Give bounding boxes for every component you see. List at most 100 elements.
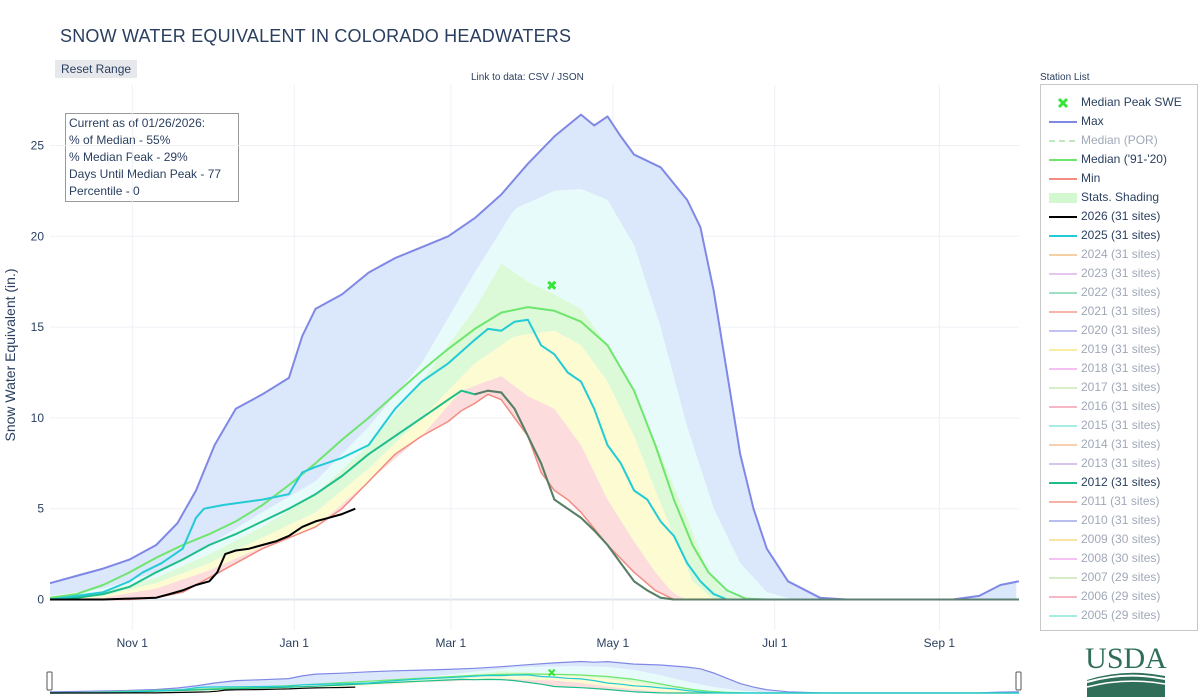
legend-label: 2018 (31 sites) (1081, 361, 1161, 375)
y-tick-label: 0 (37, 593, 44, 607)
legend-label: 2026 (31 sites) (1081, 209, 1161, 223)
usda-logo-text: USDA (1085, 642, 1167, 675)
legend-label: 2009 (30 sites) (1081, 532, 1161, 546)
reset-range-button[interactable]: Reset Range (55, 60, 138, 78)
legend-symbol-icon (1057, 97, 1069, 109)
legend-symbol-icon (1049, 140, 1077, 142)
legend-label: Median ('91-'20) (1081, 152, 1167, 166)
current-info-box: Current as of 01/26/2026: % of Median - … (65, 113, 239, 202)
chart-axes: 0 5 10 15 20 25 Nov 1 Jan 1 Mar 1 May 1 Jul 1 Sep 1 (31, 139, 956, 651)
legend-item[interactable]: 2017 (31 sites) (1041, 378, 1197, 397)
series-2012-melt-overlay (474, 389, 1019, 601)
legend-label: 2006 (29 sites) (1081, 589, 1161, 603)
legend-symbol-icon (1049, 615, 1077, 617)
range-slider-line (49, 660, 1020, 694)
legend-item[interactable]: Max (1041, 112, 1197, 131)
legend-label: 2017 (31 sites) (1081, 380, 1161, 394)
legend-item[interactable]: 2010 (31 sites) (1041, 511, 1197, 530)
series-min (50, 393, 1019, 601)
legend-label: 2019 (31 sites) (1081, 342, 1161, 356)
x-tick-label: Nov 1 (117, 636, 149, 650)
series-max (49, 113, 1020, 601)
legend-symbol-icon (1049, 539, 1077, 541)
y-tick-label: 5 (37, 502, 44, 516)
legend-symbol-icon (1049, 463, 1077, 465)
legend-symbol-icon (1049, 444, 1077, 446)
legend-item[interactable]: 2025 (31 sites) (1041, 226, 1197, 245)
legend-symbol-icon (1049, 235, 1077, 237)
legend-item[interactable]: 2013 (31 sites) (1041, 454, 1197, 473)
legend-symbol-icon (1049, 425, 1077, 427)
range-slider-line (49, 678, 1019, 694)
legend-item[interactable]: 2024 (31 sites) (1041, 245, 1197, 264)
legend-item[interactable]: 2023 (31 sites) (1041, 264, 1197, 283)
legend-symbol-icon (1049, 520, 1077, 522)
legend-item[interactable]: 2015 (31 sites) (1041, 416, 1197, 435)
legend-item[interactable]: 2006 (29 sites) (1041, 587, 1197, 606)
legend-symbol-icon (1049, 254, 1077, 256)
legend-symbol-icon (1049, 330, 1077, 332)
band-max-p90 (50, 114, 1017, 600)
legend-item[interactable]: 2014 (31 sites) (1041, 435, 1197, 454)
legend-symbol-icon (1049, 349, 1077, 351)
x-tick-label: Jul 1 (762, 636, 788, 650)
link-to-data[interactable]: Link to data: CSV / JSON (471, 72, 584, 83)
legend-item[interactable]: 2026 (31 sites) (1041, 207, 1197, 226)
info-current-as-of: Current as of 01/26/2026: (69, 116, 206, 130)
legend-item[interactable]: Median ('91-'20) (1041, 150, 1197, 169)
legend-label: 2021 (31 sites) (1081, 304, 1161, 318)
y-tick-label: 15 (31, 320, 45, 334)
info-percentile: Percentile - 0 (69, 184, 140, 198)
legend-symbol-icon (1049, 368, 1077, 370)
y-tick-label: 25 (31, 139, 45, 153)
legend-item[interactable]: 2022 (31 sites) (1041, 283, 1197, 302)
band-p90-p70 (50, 189, 1017, 600)
legend-symbol-icon (1049, 311, 1077, 313)
legend-label: 2011 (31 sites) (1081, 494, 1160, 508)
info-days-until-peak: Days Until Median Peak - 77 (69, 167, 222, 181)
info-percent-median-peak: % Median Peak - 29% (69, 150, 188, 164)
series-2025-31-sites (49, 318, 1019, 601)
range-slider[interactable] (46, 660, 1022, 694)
range-slider-band (50, 678, 1017, 693)
band-p70-p50 (50, 263, 1017, 600)
legend-item[interactable]: 2011 (31 sites) (1041, 492, 1197, 511)
legend-symbol-icon (1049, 482, 1077, 484)
legend-item[interactable]: 2021 (31 sites) (1041, 302, 1197, 321)
legend-item[interactable]: 2018 (31 sites) (1041, 359, 1197, 378)
legend-item[interactable]: Min (1041, 169, 1197, 188)
legend-item[interactable]: 2019 (31 sites) (1041, 340, 1197, 359)
legend-symbol-icon (1049, 193, 1077, 203)
legend-item[interactable]: 2012 (31 sites) (1041, 473, 1197, 492)
legend-label: Median Peak SWE (1081, 95, 1182, 109)
legend[interactable]: Median Peak SWE Max Median (POR) Median ('9… (1040, 84, 1198, 631)
legend-item[interactable]: 2007 (29 sites) (1041, 568, 1197, 587)
range-slider-right-handle[interactable] (1015, 671, 1022, 691)
legend-symbol-icon (1049, 159, 1077, 161)
stats-shading (50, 114, 1017, 600)
y-axis-label: Snow Water Equivalent (in.) (2, 269, 18, 442)
legend-item[interactable]: 2016 (31 sites) (1041, 397, 1197, 416)
legend-item[interactable]: Stats. Shading (1041, 188, 1197, 207)
x-tick-label: May 1 (596, 636, 629, 650)
legend-item[interactable]: 2020 (31 sites) (1041, 321, 1197, 340)
range-slider-left-handle[interactable] (46, 671, 53, 691)
legend-label: 2023 (31 sites) (1081, 266, 1161, 280)
info-percent-median: % of Median - 55% (69, 133, 171, 147)
legend-item[interactable]: Median Peak SWE (1041, 93, 1197, 112)
legend-item[interactable]: 2008 (30 sites) (1041, 549, 1197, 568)
legend-label: 2020 (31 sites) (1081, 323, 1161, 337)
x-tick-label: Mar 1 (436, 636, 467, 650)
legend-symbol-icon (1049, 216, 1077, 218)
swe-chart[interactable]: 0 5 10 15 20 25 Nov 1 Jan 1 Mar 1 May 1 Jul 1 Sep 1… (0, 0, 1035, 700)
legend-item[interactable]: 2009 (30 sites) (1041, 530, 1197, 549)
series-median-91-20 (49, 306, 1019, 601)
legend-label: Min (1081, 171, 1101, 185)
chart-lines (49, 113, 1020, 601)
legend-label: 2024 (31 sites) (1081, 247, 1161, 261)
legend-item[interactable]: Median (POR) (1041, 131, 1197, 150)
legend-symbol-icon (1049, 577, 1077, 579)
legend-label: 2015 (31 sites) (1081, 418, 1161, 432)
legend-label: 2008 (30 sites) (1081, 551, 1161, 565)
legend-item[interactable]: 2005 (29 sites) (1041, 606, 1197, 625)
